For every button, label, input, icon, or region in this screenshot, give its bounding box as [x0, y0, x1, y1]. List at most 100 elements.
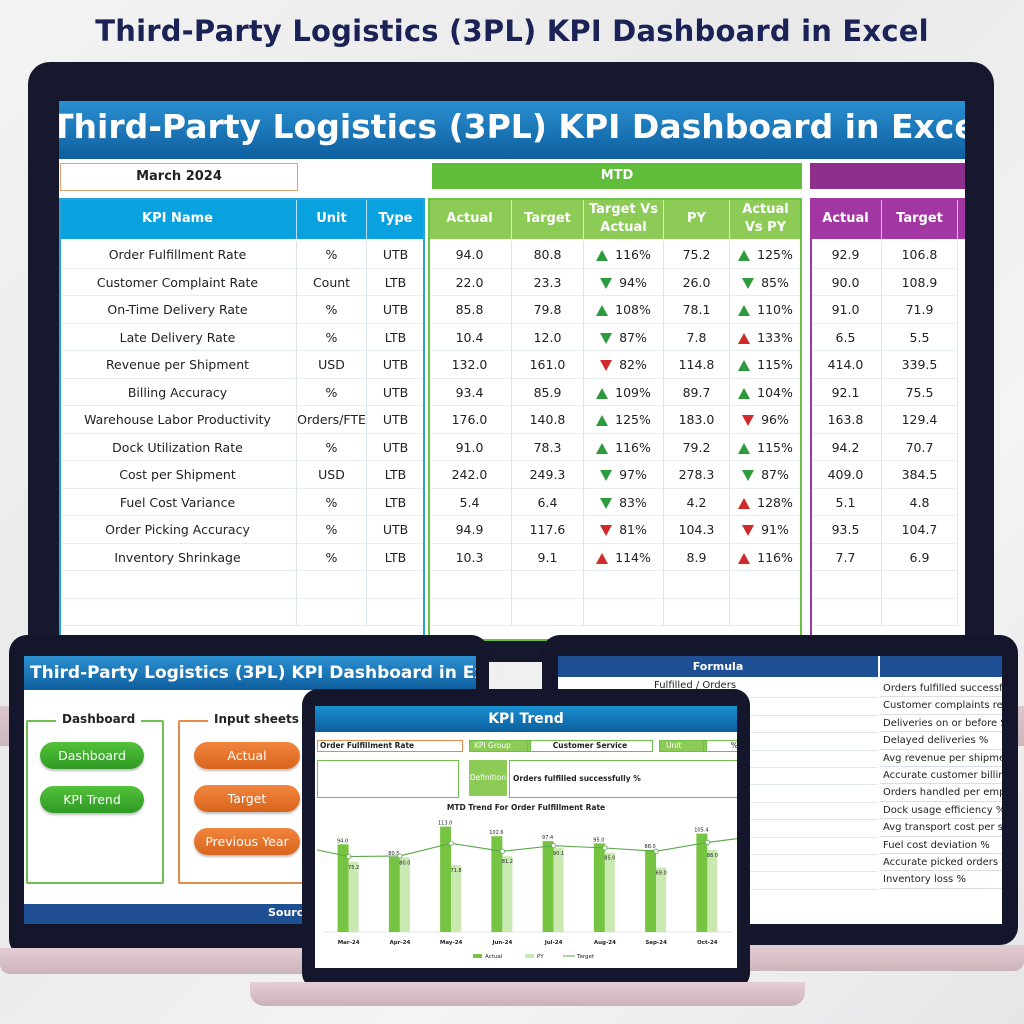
header-unit: Unit: [297, 198, 367, 239]
cell-kpi: [59, 598, 297, 626]
cell-type: LTB: [367, 268, 425, 296]
data-label-actual: 80.5: [388, 851, 399, 857]
x-tick-label: Aug-24: [594, 940, 616, 946]
bar-actual: [337, 844, 349, 932]
cell-tva: 81%: [584, 516, 664, 544]
cell-value: 116%: [615, 247, 651, 262]
legend-entry: Actual: [485, 954, 503, 960]
cell-kpi: [59, 571, 297, 599]
kpi-select-dropdown[interactable]: Order Fulfillment Rate: [317, 740, 463, 752]
cell-value: 125%: [615, 412, 651, 427]
cell-ytd-actual: 92.1: [810, 378, 882, 406]
header-ytd-target: Target: [882, 198, 958, 239]
kpi-group-value: Customer Service: [527, 740, 653, 752]
x-tick-label: May-24: [440, 940, 463, 946]
cell-kpi: Late Delivery Rate: [59, 323, 297, 351]
cell-target: 249.3: [512, 461, 584, 489]
target-point: [704, 839, 710, 846]
cell-py: 183.0: [664, 406, 730, 434]
data-label-actual: 88.0: [645, 844, 656, 850]
cell-ytd-target: 71.9: [882, 296, 958, 324]
cell-avp: 110%: [730, 296, 802, 324]
legend-py-swatch: [525, 954, 534, 958]
cell-target: 80.8: [512, 241, 584, 269]
cell-avp: 115%: [730, 351, 802, 379]
bar-py: [656, 867, 667, 932]
arrow-down-icon: [742, 525, 755, 536]
definition-label: Definition: [469, 760, 507, 796]
arrow-down-icon: [600, 277, 613, 289]
cell-actual: 176.0: [428, 406, 512, 434]
navigation-footer-label: Sourc: [268, 906, 304, 919]
cell-value: 109%: [615, 384, 651, 400]
arrow-down-icon: [600, 332, 613, 344]
cell-py: 75.2: [664, 241, 730, 269]
table-row: Revenue per Shipment USD UTB 132.0 161.0 82% 1…: [59, 351, 965, 379]
x-tick-label: Mar-24: [338, 940, 360, 946]
month-selector[interactable]: March 2024: [60, 163, 298, 191]
cell-tva: [584, 571, 664, 599]
arrow-up-icon: [738, 360, 751, 371]
target-sheet-button[interactable]: Target: [194, 785, 300, 812]
cell-tva: 97%: [584, 461, 664, 489]
arrow-up-icon: [738, 442, 751, 454]
target-line: [316, 838, 737, 858]
header-actual: Actual: [428, 198, 512, 239]
cell-type: LTB: [367, 461, 425, 489]
arrow-down-icon: [600, 497, 613, 509]
ytd-section-header: [810, 163, 965, 189]
cell-avp: [730, 598, 802, 626]
header-target: Target: [512, 198, 584, 239]
kpi-trend-button[interactable]: KPI Trend: [40, 786, 144, 813]
cell-ytd-actual: 5.1: [810, 488, 882, 516]
cell-py: [664, 598, 730, 626]
cell-ytd-actual: 7.7: [810, 543, 882, 571]
data-label-actual: 97.4: [542, 835, 553, 841]
cell-type: UTB: [367, 516, 425, 544]
cell-ytd-target: 384.5: [882, 461, 958, 489]
previous-year-sheet-button[interactable]: Previous Year: [194, 828, 300, 855]
cell-value: 96%: [761, 412, 789, 427]
cell-target: [512, 598, 584, 626]
cell-value: 108%: [615, 302, 651, 317]
cell-value: 94%: [619, 274, 647, 290]
cell-unit: [297, 598, 367, 626]
cell-tva: 114%: [584, 543, 664, 571]
arrow-down-icon: [600, 525, 613, 536]
definition-column-header: [880, 656, 1002, 677]
definition-row: Delayed deliveries %: [880, 732, 1002, 750]
bar-py: [553, 847, 564, 932]
cell-value: 114%: [615, 549, 651, 565]
cell-tva: 83%: [584, 488, 664, 516]
table-row: Order Picking Accuracy% UTB 94.9 117.6 81% 10…: [59, 516, 965, 544]
bar-py: [502, 856, 513, 932]
cell-avp: 96%: [730, 406, 802, 434]
cell-ytd-actual: 90.0: [810, 268, 882, 296]
cell-actual: 22.0: [428, 268, 512, 296]
cell-actual: 10.4: [428, 323, 512, 351]
header-type: Type: [367, 198, 425, 239]
cell-actual: 5.4: [428, 488, 512, 516]
arrow-up-icon: [738, 332, 751, 344]
header-target-vs-actual: Target Vs Actual: [584, 198, 664, 239]
definition-row: Customer complaints recei: [880, 697, 1002, 715]
cell-tva: 116%: [584, 241, 664, 269]
definition-row: Orders handled per employ: [880, 784, 1002, 802]
cell-py: 26.0: [664, 268, 730, 296]
dashboard-button[interactable]: Dashboard: [40, 742, 144, 769]
table-row: Billing Accuracy% UTB 93.4 85.9 109% 89.7 104%…: [59, 378, 965, 406]
cell-value: 81%: [619, 522, 647, 537]
cell-ytd-actual: [810, 571, 882, 599]
cell-type: UTB: [367, 433, 425, 461]
actual-sheet-button[interactable]: Actual: [194, 742, 300, 769]
cell-type: UTB: [367, 296, 425, 324]
kpi-trend-screen: KPI Trend Order Fulfillment Rate KPI Gro…: [315, 706, 737, 968]
kpi-table-body: Order Fulfillment Rate% UTB 94.0 80.8 116% 75…: [59, 241, 965, 641]
cell-py: 79.2: [664, 433, 730, 461]
cell-type: [367, 598, 425, 626]
cell-value: 116%: [615, 439, 651, 455]
target-point: [653, 848, 659, 854]
header-ytd-actual: Actual: [810, 198, 882, 239]
table-row: Inventory Shrinkage% LTB 10.3 9.1 114% 8.9 116…: [59, 543, 965, 571]
cell-actual: [428, 598, 512, 626]
